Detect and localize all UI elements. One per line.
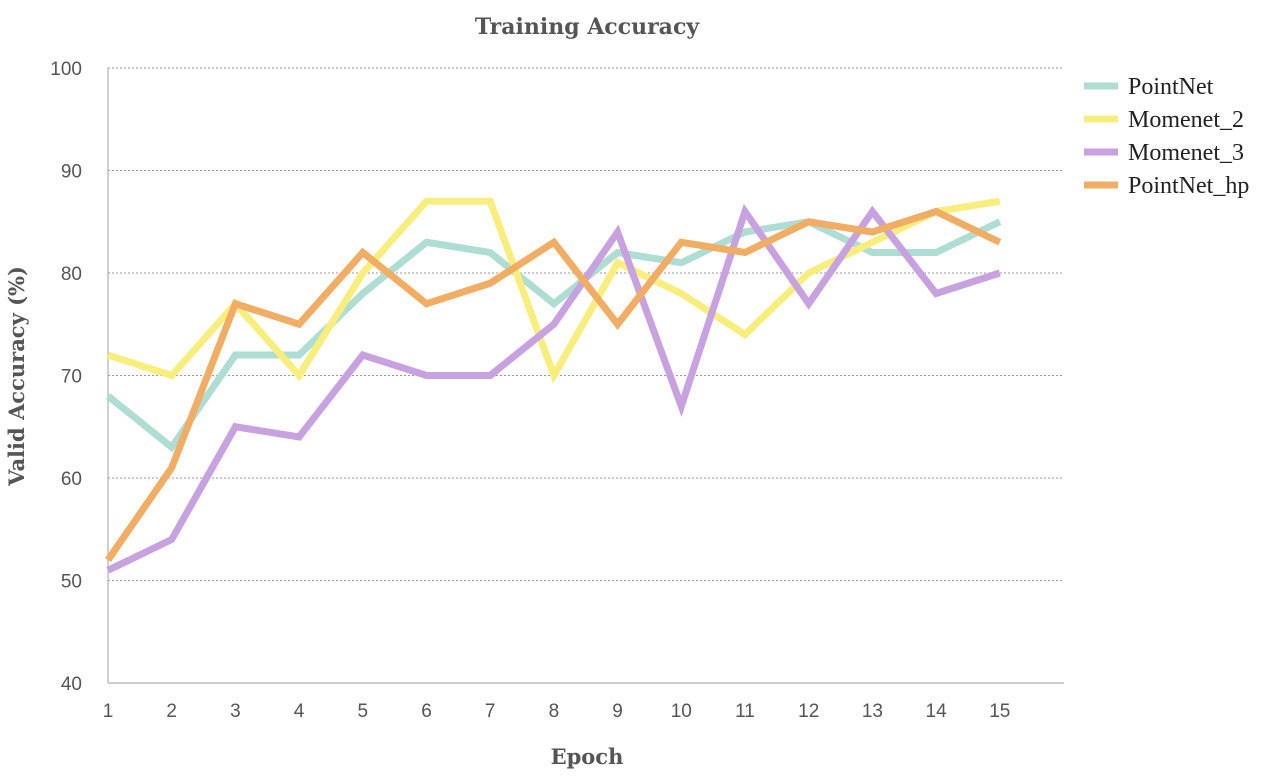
- x-tick-label: 13: [862, 701, 883, 722]
- x-tick-label: 14: [926, 701, 948, 722]
- y-tick-label: 60: [61, 469, 82, 490]
- x-tick-label: 4: [294, 701, 305, 722]
- series-lines: [105, 197, 1002, 574]
- x-tick-label: 2: [166, 701, 177, 722]
- y-tick-label: 100: [50, 59, 82, 80]
- x-tick-label: 10: [671, 701, 692, 722]
- series-line-momenet-3: [106, 203, 1001, 574]
- y-axis-ticks: 40 50 60 70 80 90 100: [50, 59, 82, 695]
- x-tick-label: 1: [103, 701, 114, 722]
- x-axis-ticks: 1 2 3 4 5 6 7 8 9 10 11 12 13 14 15: [103, 701, 1011, 722]
- y-tick-label: 50: [61, 572, 82, 593]
- x-tick-label: 8: [549, 701, 560, 722]
- x-tick-label: 12: [798, 701, 819, 722]
- x-tick-label: 3: [230, 701, 241, 722]
- x-tick-label: 5: [358, 701, 369, 722]
- x-tick-label: 7: [485, 701, 496, 722]
- x-tick-label: 15: [989, 701, 1010, 722]
- y-tick-label: 70: [61, 367, 82, 388]
- legend-label: Momenet_2: [1128, 107, 1244, 133]
- x-tick-label: 9: [612, 701, 623, 722]
- series-line-pointnet-hp: [105, 207, 1002, 562]
- legend-label: PointNet_hp: [1128, 173, 1249, 199]
- chart-title: Training Accuracy: [475, 14, 700, 40]
- legend: PointNet Momenet_2 Momenet_3 PointNet_hp: [1084, 74, 1249, 199]
- y-tick-label: 80: [61, 264, 82, 285]
- series-line-momenet-2: [106, 197, 1001, 384]
- series-line-pointnet: [105, 218, 1002, 453]
- legend-label: Momenet_3: [1128, 140, 1244, 166]
- y-tick-label: 40: [61, 674, 82, 695]
- x-axis-label: Epoch: [551, 744, 624, 769]
- y-axis-label: Valid Accuracy (%): [4, 266, 29, 487]
- y-tick-label: 90: [61, 162, 82, 183]
- axes: [107, 68, 1064, 684]
- legend-label: PointNet: [1128, 74, 1214, 100]
- x-tick-label: 11: [735, 701, 755, 722]
- x-tick-label: 6: [421, 701, 432, 722]
